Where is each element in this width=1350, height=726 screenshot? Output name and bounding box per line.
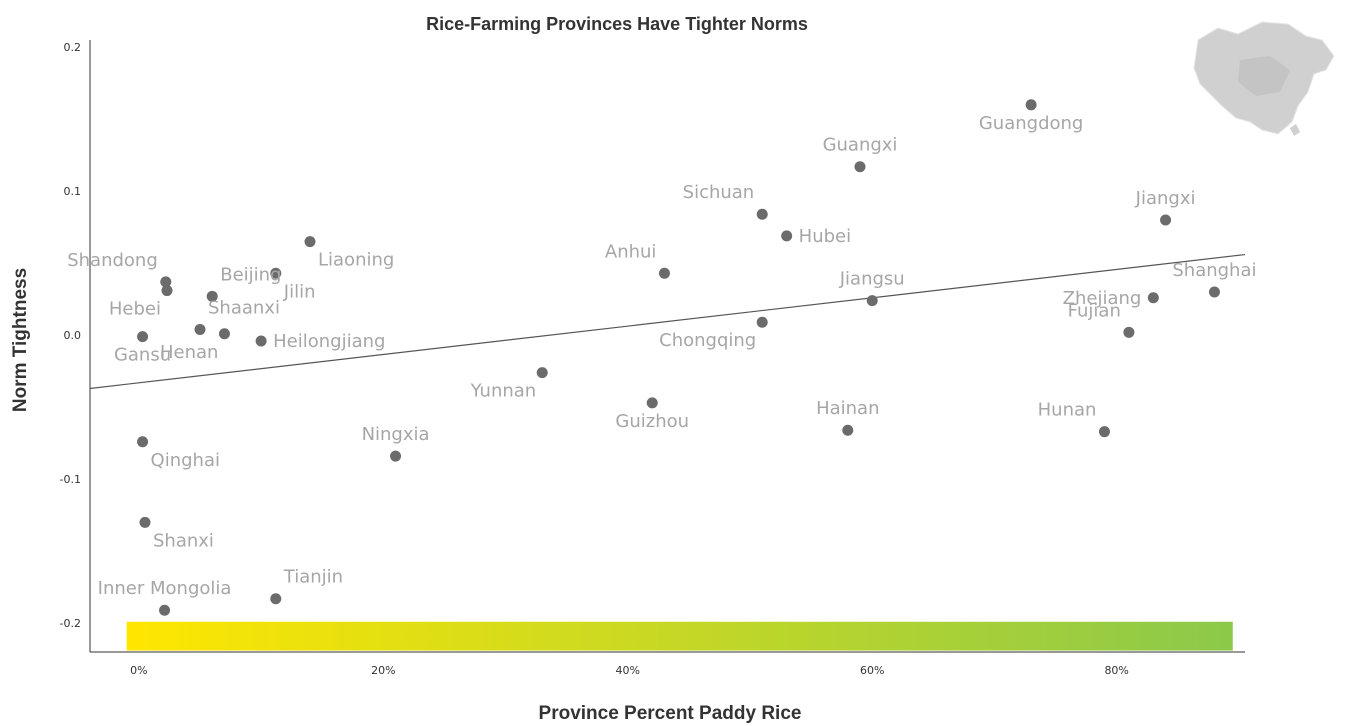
point-label: Liaoning [318,250,394,271]
x-tick-label: 40% [616,664,640,677]
data-point [159,604,171,616]
x-tick-labels: 0% 20% 40% 60% 80% [130,664,1129,677]
data-point [1098,426,1110,438]
point-label: Jilin [283,281,316,302]
china-map-icon [1193,21,1335,136]
data-point [854,161,866,173]
point-label: Qinghai [151,450,220,471]
point-label: Fujian [1068,300,1121,321]
point-label: Tianjin [283,567,343,588]
point-label: Hubei [799,226,851,247]
point-label: Guangxi [823,135,898,156]
y-tick-label: -0.2 [60,617,81,630]
point-label: Hainan [816,398,879,419]
data-point [756,316,768,328]
data-point [304,236,316,248]
point-label: Heilongjiang [273,331,385,352]
axes [89,40,1245,653]
y-tick-label: 0.2 [64,41,82,54]
data-point [658,267,670,279]
data-point [137,436,149,448]
point-label: Shaanxi [208,297,280,318]
point-labels: Shandong Hebei Beijing LiaoningJilinShaanxi… [67,113,1256,599]
data-point [536,367,548,379]
chart-title: Rice-Farming Provinces Have Tighter Norm… [426,14,808,34]
data-point [218,328,230,340]
point-label: Henan [160,342,218,363]
data-point [139,516,151,528]
y-tick-label: 0.0 [64,329,82,342]
point-label: Guangdong [979,113,1084,134]
data-point [756,208,768,220]
y-tick-label: -0.1 [60,473,81,486]
data-point [160,276,172,288]
data-point [137,331,149,343]
data-point [255,335,267,347]
data-point [646,397,658,409]
x-tick-label: 60% [860,664,884,677]
point-label: Jiangxi [1135,188,1196,209]
y-axis-title: Norm Tightness [10,268,31,412]
y-tick-labels: 0.2 0.1 0.0 -0.1 -0.2 [60,41,81,630]
trend-line [89,253,1246,390]
point-label: Ningxia [362,424,430,445]
point-label: Hunan [1038,400,1097,421]
point-label: Chongqing [659,330,756,351]
point-label: Gansu [114,345,171,366]
data-point [194,323,206,335]
data-point [1147,292,1159,304]
x-tick-label: 20% [371,664,395,677]
data-point [1123,326,1135,338]
point-label: Inner Mongolia [98,578,232,599]
point-label: Guizhou [615,411,689,432]
data-point [206,290,218,302]
data-point [1208,286,1220,298]
data-point [161,285,173,297]
point-label: Zhejiang [1063,288,1142,309]
point-label: Beijing [220,264,281,285]
data-point [1160,214,1172,226]
data-point [781,230,793,242]
point-label: Yunnan [470,381,537,402]
point-label: Shanghai [1172,260,1256,281]
data-points [137,99,1220,616]
data-point [842,424,854,436]
point-label: Shanxi [153,530,214,551]
y-tick-label: 0.1 [64,185,82,198]
data-point [270,267,282,279]
point-label: Hebei [109,299,161,320]
point-label: Shandong [67,250,158,271]
data-point [866,295,878,307]
point-label: Jiangsu [839,269,905,290]
x-tick-label: 0% [130,664,147,677]
x-tick-label: 80% [1104,664,1128,677]
data-point [390,450,402,462]
point-label: Anhui [605,241,657,262]
data-point [1025,99,1037,111]
point-label: Sichuan [683,182,755,203]
x-axis-title: Province Percent Paddy Rice [539,703,802,724]
data-point [270,593,282,605]
color-bar [126,621,1233,651]
